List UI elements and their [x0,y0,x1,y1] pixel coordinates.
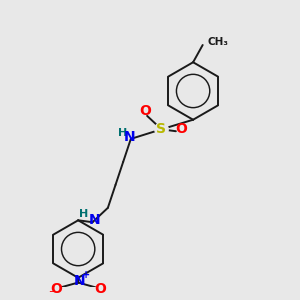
Text: O: O [50,282,62,296]
Text: O: O [176,122,188,136]
Text: O: O [139,104,151,118]
Text: H: H [118,128,127,138]
Text: S: S [157,122,166,136]
Text: H: H [79,208,88,219]
Text: CH₃: CH₃ [208,37,229,47]
Text: O: O [94,282,106,296]
Circle shape [155,123,168,136]
Text: N: N [73,274,85,288]
Text: +: + [82,270,90,280]
Text: N: N [124,130,136,144]
Text: ⁻: ⁻ [48,289,55,300]
Text: N: N [88,213,100,227]
